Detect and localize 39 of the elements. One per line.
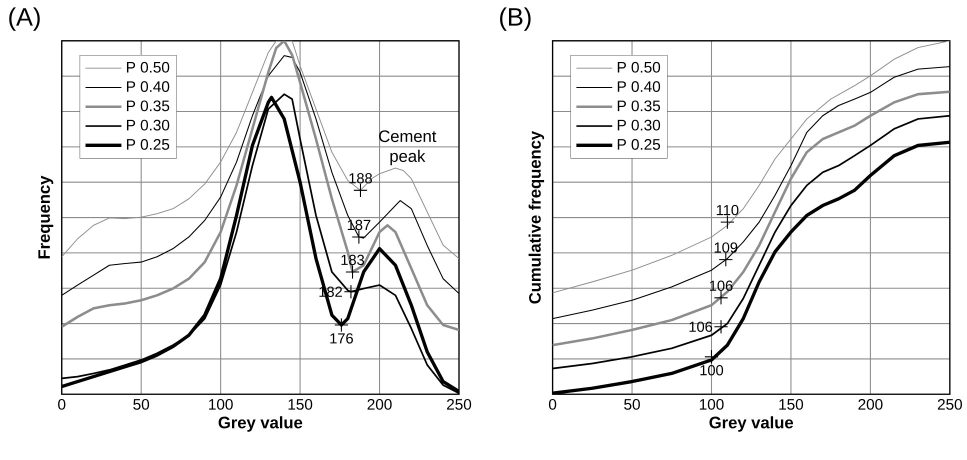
x-tick-label: 100	[209, 398, 233, 410]
x-tick-label: 50	[133, 398, 150, 410]
x-tick-label: 0	[548, 398, 556, 410]
legend-label: P 0.35	[126, 100, 170, 112]
point	[334, 318, 349, 332]
x-tick-label: 200	[858, 398, 883, 410]
x-tick-label: 50	[624, 398, 640, 410]
annotation: 183	[341, 254, 364, 266]
x-tick-label: 250	[447, 398, 472, 410]
legend-label: P 0.50	[618, 62, 660, 73]
x-tick-label: 200	[368, 398, 392, 410]
x-axis-title: Grey value	[709, 416, 794, 432]
chart-title: (A)	[9, 7, 40, 31]
legend-label: P 0.40	[126, 81, 170, 92]
x-tick-label: 150	[779, 398, 804, 410]
legend-label: P 0.40	[618, 81, 660, 92]
annotation: 100	[700, 365, 724, 376]
annotation: Cement peak	[379, 130, 436, 166]
point	[352, 230, 366, 244]
legend-label: P 0.25	[618, 139, 660, 150]
annotation: 110	[716, 204, 738, 216]
annotation: 188	[349, 173, 372, 184]
legend-label: P 0.30	[618, 120, 660, 131]
legend-label: P 0.25	[126, 139, 170, 150]
y-axis-title: Cumulative frequency	[528, 130, 544, 304]
x-tick-label: 0	[58, 398, 66, 410]
annotation: 109	[714, 242, 738, 253]
legend-label: P 0.35	[618, 100, 660, 112]
x-tick-label: 250	[938, 398, 962, 410]
chart-title: (B)	[500, 7, 531, 31]
y-axis-title: Frequency	[38, 176, 54, 258]
x-axis-title: Grey value	[218, 416, 302, 432]
annotation: 106	[690, 322, 712, 332]
annotation: 176	[330, 333, 353, 344]
x-tick-label: 100	[700, 398, 724, 410]
x-tick-label: 150	[288, 398, 312, 410]
legend-label: P 0.30	[126, 120, 170, 131]
legend-label: P 0.50	[126, 62, 170, 73]
annotation: 106	[710, 280, 733, 291]
